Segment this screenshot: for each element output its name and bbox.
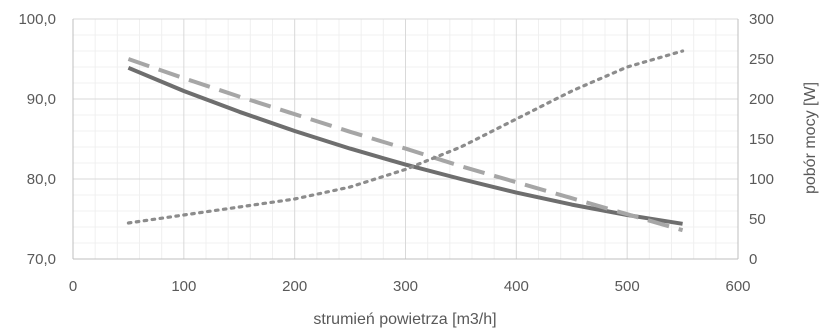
x-axis-title: strumień powietrza [m3/h] xyxy=(313,311,496,328)
x-tick-label: 500 xyxy=(615,278,640,295)
y-tick-label: 100,0 xyxy=(18,11,56,28)
series-line-solid xyxy=(127,65,683,226)
x-tick-label: 300 xyxy=(393,278,418,295)
y2-tick-label: 0 xyxy=(749,251,757,268)
y2-axis-title: pobór mocy [W] xyxy=(802,82,819,194)
y-tick-label: 80,0 xyxy=(27,171,56,188)
axes xyxy=(72,19,739,260)
series-layer xyxy=(126,49,685,233)
y2-tick-label: 50 xyxy=(749,211,766,228)
ticks-layer: 0 100 200 300 400 500 600 70,0 80,0 90,0 100,0 0 50 1… xyxy=(18,11,774,295)
x-tick-label: 400 xyxy=(504,278,529,295)
x-tick-label: 100 xyxy=(171,278,196,295)
x-tick-label: 0 xyxy=(69,278,77,295)
x-tick-label: 600 xyxy=(725,278,750,295)
y2-tick-label: 100 xyxy=(749,171,774,188)
y2-tick-label: 250 xyxy=(749,51,774,68)
y-tick-label: 70,0 xyxy=(27,251,56,268)
x-tick-label: 200 xyxy=(282,278,307,295)
grid-major xyxy=(72,18,739,260)
y2-tick-label: 300 xyxy=(749,11,774,28)
y-tick-label: 90,0 xyxy=(27,91,56,108)
series-line-dashed xyxy=(127,57,684,233)
y2-tick-label: 200 xyxy=(749,91,774,108)
y2-tick-label: 150 xyxy=(749,131,774,148)
series-line-dotted xyxy=(126,49,685,225)
